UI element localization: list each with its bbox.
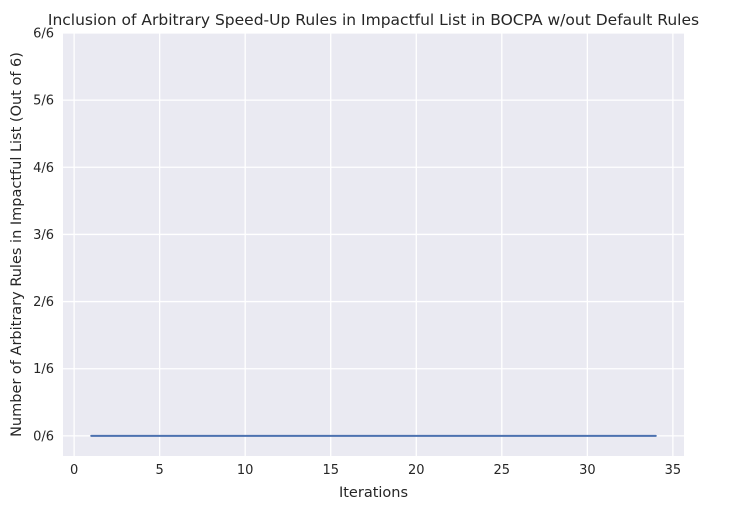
x-tick-label: 20: [408, 463, 425, 478]
y-tick-label: 2/6: [33, 295, 54, 310]
x-tick-label: 25: [494, 463, 511, 478]
y-tick-label: 4/6: [33, 161, 54, 176]
x-tick-label: 10: [237, 463, 254, 478]
x-tick-label: 0: [70, 463, 78, 478]
plot-area: [63, 33, 684, 456]
x-axis-label: Iterations: [339, 485, 408, 501]
y-tick-label: 3/6: [33, 228, 54, 243]
grid: [63, 32, 684, 456]
y-tick-label: 1/6: [33, 362, 54, 377]
y-tick-labels: 0/6 1/6 2/6 3/6 4/6 5/6 6/6: [33, 27, 54, 445]
chart-title: Inclusion of Arbitrary Speed-Up Rules in…: [48, 11, 699, 29]
y-tick-label: 6/6: [33, 27, 54, 42]
x-tick-label: 5: [156, 463, 164, 478]
x-tick-label: 15: [322, 463, 339, 478]
x-tick-label: 30: [579, 463, 596, 478]
y-tick-label: 5/6: [33, 94, 54, 109]
y-tick-label: 0/6: [33, 429, 54, 444]
x-tick-label: 35: [665, 463, 682, 478]
y-axis-label: Number of Arbitrary Rules in Impactful L…: [9, 52, 25, 437]
x-tick-labels: 0 5 10 15 20 25 30 35: [70, 463, 681, 478]
